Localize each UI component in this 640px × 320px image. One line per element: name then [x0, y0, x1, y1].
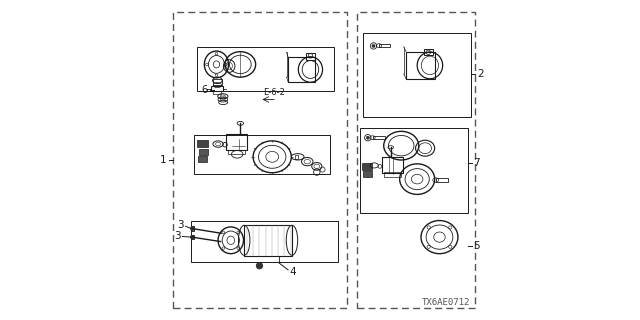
Bar: [382, 157, 403, 173]
Bar: [306, 52, 316, 60]
Bar: [199, 148, 209, 155]
Bar: [244, 225, 292, 256]
Bar: [228, 150, 245, 154]
Bar: [364, 171, 372, 177]
Bar: [362, 163, 372, 170]
Text: 3: 3: [174, 231, 180, 242]
Bar: [226, 134, 246, 150]
Bar: [372, 136, 385, 139]
Bar: [197, 140, 209, 147]
Text: 1: 1: [160, 155, 166, 165]
Text: 5: 5: [474, 241, 480, 251]
Bar: [198, 156, 207, 162]
Text: 4: 4: [290, 267, 296, 277]
Circle shape: [257, 263, 262, 268]
Text: 2: 2: [477, 69, 483, 79]
Text: E-6-2: E-6-2: [262, 88, 285, 97]
Circle shape: [372, 44, 375, 48]
Text: 7: 7: [474, 158, 480, 168]
Ellipse shape: [190, 235, 193, 239]
Bar: [356, 12, 474, 308]
Bar: [213, 91, 221, 94]
Circle shape: [366, 136, 369, 139]
Bar: [191, 235, 194, 239]
Text: TX6AE0712: TX6AE0712: [422, 298, 470, 307]
Bar: [288, 57, 316, 82]
Ellipse shape: [190, 227, 193, 230]
Bar: [191, 226, 194, 231]
Bar: [173, 12, 347, 308]
Bar: [211, 86, 223, 92]
Text: 6: 6: [202, 85, 208, 95]
Text: 3: 3: [177, 220, 184, 230]
Bar: [384, 172, 401, 177]
Bar: [436, 179, 449, 182]
Bar: [379, 44, 390, 47]
Bar: [406, 52, 435, 79]
Bar: [213, 79, 222, 85]
Bar: [424, 49, 433, 55]
Bar: [294, 155, 298, 159]
